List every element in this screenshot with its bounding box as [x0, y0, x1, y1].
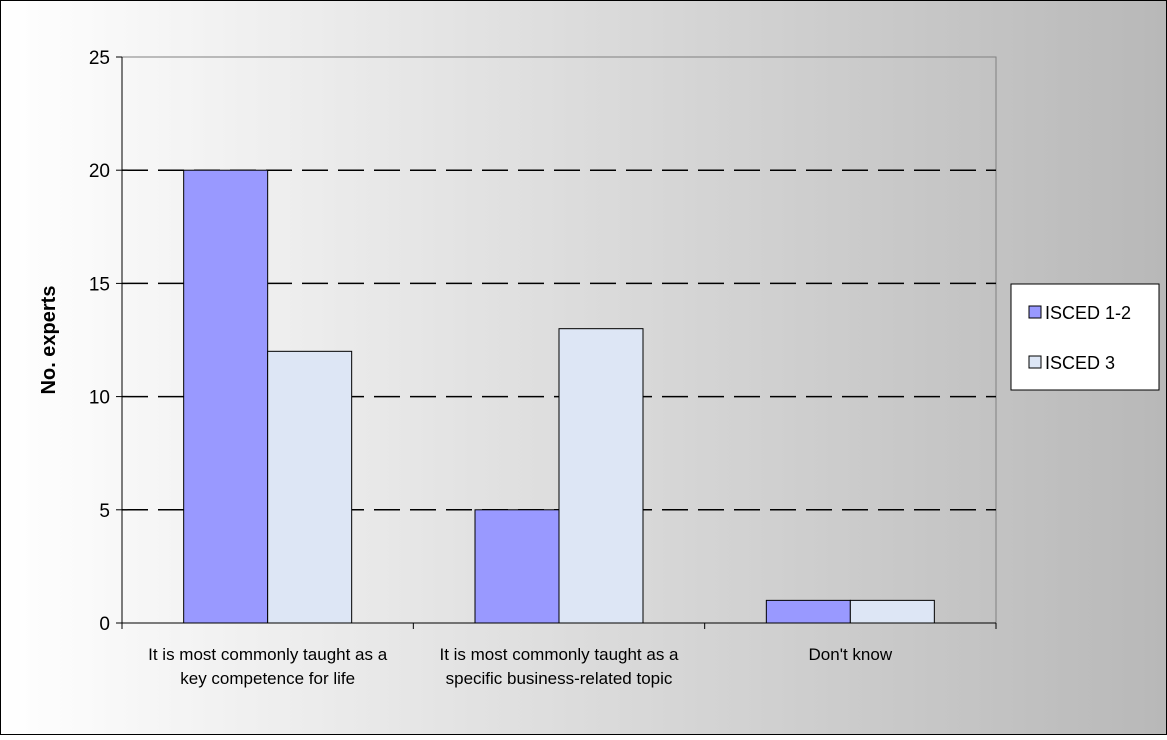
y-tick-label: 25	[89, 48, 110, 69]
bar	[765, 599, 851, 624]
bar	[474, 509, 560, 624]
legend-swatch	[1028, 305, 1042, 319]
x-tick-label: specific business-related topic	[446, 669, 673, 688]
y-tick-label: 10	[89, 388, 110, 409]
y-tick-label: 5	[99, 501, 110, 522]
x-tick-label: It is most commonly taught as a	[148, 645, 388, 664]
bars	[183, 169, 935, 624]
y-tick-label: 15	[89, 274, 110, 295]
legend: ISCED 1-2 ISCED 3	[1010, 283, 1160, 391]
legend-swatch	[1028, 355, 1042, 369]
x-tick-label: key competence for life	[180, 669, 355, 688]
legend-box	[1010, 283, 1160, 391]
y-tick-label: 0	[99, 614, 110, 635]
x-tick-label: Don't know	[809, 645, 893, 664]
bar	[558, 328, 644, 624]
bar	[849, 599, 935, 624]
y-axis-label: No. experts	[38, 286, 60, 395]
x-tick-label: It is most commonly taught as a	[439, 645, 679, 664]
axes: 0 5 10 15 20 25 It is most commonly taught as …	[89, 48, 997, 688]
legend-label: ISCED 3	[1045, 353, 1115, 373]
y-tick-label: 20	[89, 161, 110, 182]
bar	[267, 350, 353, 624]
bar	[183, 169, 269, 624]
legend-label: ISCED 1-2	[1045, 303, 1131, 323]
